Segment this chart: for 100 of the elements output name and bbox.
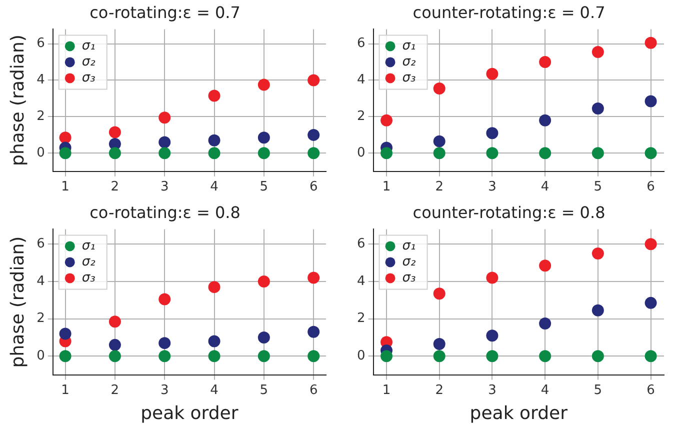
point bbox=[433, 338, 446, 350]
x-tick-label: 1 bbox=[382, 180, 391, 195]
x-tick-label: 3 bbox=[488, 382, 496, 398]
point bbox=[208, 147, 220, 160]
legend-label: σ₃ bbox=[82, 270, 96, 286]
y-tick-label: 2 bbox=[356, 109, 366, 124]
point bbox=[308, 326, 320, 338]
y-tick-label: 6 bbox=[356, 36, 366, 52]
x-axis-title: peak order bbox=[140, 402, 239, 424]
y-axis-title: phase (radian) bbox=[7, 236, 28, 368]
point bbox=[433, 82, 446, 94]
point bbox=[158, 293, 171, 306]
y-tick-label: 0 bbox=[356, 348, 366, 364]
point bbox=[308, 147, 320, 160]
y-tick-label: 0 bbox=[36, 146, 45, 161]
point bbox=[208, 281, 220, 294]
x-tick-label: 6 bbox=[309, 382, 318, 398]
legend-label: σ₃ bbox=[402, 70, 416, 86]
x-tick-label: 1 bbox=[61, 382, 70, 398]
point bbox=[258, 132, 270, 144]
point bbox=[59, 132, 72, 144]
x-tick-label: 4 bbox=[210, 180, 218, 195]
x-tick-label: 6 bbox=[309, 180, 318, 195]
y-tick-label: 6 bbox=[36, 236, 45, 252]
point bbox=[158, 136, 171, 148]
y-tick-label: 0 bbox=[36, 348, 45, 364]
legend-label: σ₂ bbox=[82, 254, 96, 270]
chart-title: counter-rotating:ε = 0.8 bbox=[412, 202, 606, 222]
y-tick-label: 2 bbox=[356, 311, 366, 326]
x-tick-label: 1 bbox=[61, 180, 70, 195]
legend-label: σ₁ bbox=[82, 38, 96, 54]
point bbox=[208, 335, 220, 348]
legend-label: σ₁ bbox=[402, 238, 416, 254]
point bbox=[592, 247, 604, 260]
point bbox=[308, 350, 320, 362]
point bbox=[592, 350, 604, 362]
legend-label: σ₁ bbox=[82, 238, 96, 254]
point bbox=[433, 350, 446, 362]
point bbox=[108, 338, 121, 351]
point bbox=[592, 304, 604, 316]
x-tick-label: 2 bbox=[435, 382, 444, 398]
point bbox=[258, 350, 270, 362]
x-tick-label: 3 bbox=[488, 180, 496, 195]
point bbox=[644, 147, 657, 160]
point bbox=[308, 272, 320, 284]
point bbox=[258, 275, 270, 288]
point bbox=[592, 46, 604, 58]
x-tick-label: 5 bbox=[594, 180, 602, 195]
point bbox=[258, 331, 270, 344]
point bbox=[486, 272, 498, 284]
point bbox=[486, 127, 498, 140]
y-tick-label: 4 bbox=[356, 72, 366, 88]
y-tick-label: 4 bbox=[356, 274, 366, 289]
y-tick-label: 4 bbox=[36, 72, 45, 88]
point bbox=[208, 90, 220, 102]
x-tick-label: 5 bbox=[260, 180, 268, 195]
legend-label: σ₁ bbox=[402, 38, 416, 54]
chart-title: co-rotating:ε = 0.8 bbox=[90, 202, 240, 222]
y-axis-title: phase (radian) bbox=[7, 34, 28, 166]
point bbox=[433, 147, 446, 160]
point bbox=[644, 296, 657, 309]
chart-title: co-rotating:ε = 0.7 bbox=[90, 2, 240, 22]
x-tick-label: 2 bbox=[110, 382, 120, 398]
y-tick-label: 4 bbox=[36, 274, 45, 289]
point bbox=[258, 78, 270, 91]
point bbox=[208, 350, 220, 362]
point bbox=[380, 114, 392, 126]
point bbox=[486, 68, 498, 80]
point bbox=[486, 330, 498, 342]
legend-label: σ₃ bbox=[82, 70, 96, 86]
point bbox=[308, 128, 320, 141]
point bbox=[208, 134, 220, 146]
point bbox=[644, 95, 657, 108]
point bbox=[644, 238, 657, 250]
legend-label: σ₂ bbox=[402, 254, 416, 270]
point bbox=[539, 260, 552, 272]
point bbox=[380, 350, 392, 362]
x-tick-label: 4 bbox=[210, 382, 218, 398]
point bbox=[158, 350, 171, 362]
x-tick-label: 4 bbox=[540, 382, 550, 398]
point bbox=[539, 114, 552, 126]
point bbox=[644, 36, 657, 49]
point bbox=[59, 350, 72, 362]
point bbox=[592, 147, 604, 160]
point bbox=[539, 350, 552, 362]
x-tick-label: 3 bbox=[160, 382, 169, 398]
point bbox=[158, 147, 171, 160]
point bbox=[644, 350, 657, 362]
point bbox=[380, 147, 392, 160]
chart-title: counter-rotating:ε = 0.7 bbox=[412, 2, 606, 22]
y-tick-label: 6 bbox=[356, 236, 366, 252]
y-tick-label: 2 bbox=[36, 109, 45, 124]
point bbox=[158, 337, 171, 350]
point bbox=[539, 56, 552, 68]
legend-label: σ₂ bbox=[402, 54, 416, 70]
legend-label: σ₂ bbox=[82, 54, 96, 70]
y-tick-label: 6 bbox=[36, 36, 45, 52]
point bbox=[433, 135, 446, 148]
x-tick-label: 1 bbox=[382, 382, 391, 398]
point bbox=[539, 147, 552, 160]
